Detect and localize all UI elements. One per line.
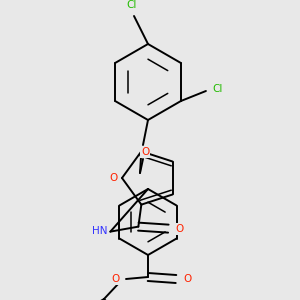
Text: Cl: Cl bbox=[127, 0, 137, 10]
Text: O: O bbox=[175, 224, 184, 234]
Text: O: O bbox=[141, 147, 149, 157]
Text: O: O bbox=[112, 274, 120, 284]
Text: O: O bbox=[183, 274, 191, 284]
Text: HN: HN bbox=[92, 226, 107, 236]
Text: O: O bbox=[110, 173, 118, 183]
Text: Cl: Cl bbox=[213, 84, 223, 94]
